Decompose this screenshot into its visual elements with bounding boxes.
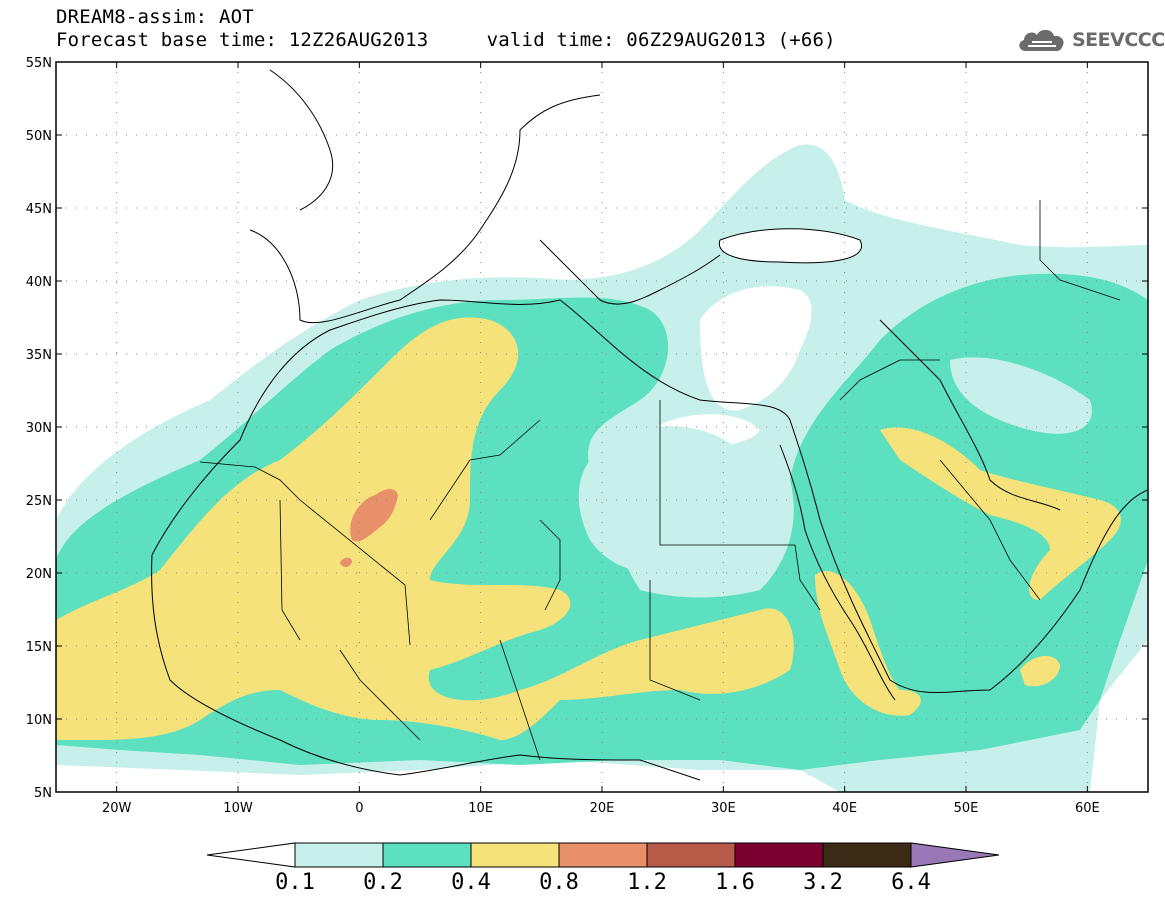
lon-label: 20W (102, 801, 132, 816)
seevccc-logo: SEEVCCC (1016, 24, 1165, 56)
latitude-labels: 55N 50N 45N 40N 35N 30N 25N 20N 15N 10N 5N (26, 56, 1148, 801)
lon-label: 60E (1075, 801, 1100, 816)
aot-band-0.4-arabia (880, 427, 1121, 600)
lat-label: 5N (34, 786, 52, 801)
colorbar-swatch (734, 842, 824, 868)
colorbar-under-triangle (206, 842, 296, 868)
lat-label: 15N (26, 640, 52, 655)
colorbar-swatch (822, 842, 912, 868)
logo-text: SEEVCCC (1072, 29, 1165, 51)
graticule (56, 62, 1148, 792)
lat-label: 10N (26, 713, 52, 728)
lon-label: 50E (954, 801, 979, 816)
lat-label: 55N (26, 56, 52, 71)
clear-area-black-sea (719, 228, 862, 263)
colorbar-swatch (294, 842, 384, 868)
lon-label: 30E (711, 801, 736, 816)
colorbar-level-label: 6.4 (891, 870, 931, 895)
colorbar-level-label: 1.6 (715, 870, 755, 895)
lat-label: 40N (26, 275, 52, 290)
lon-label: 10E (468, 801, 493, 816)
lat-label: 45N (26, 202, 52, 217)
colorbar-swatch (646, 842, 736, 868)
colorbar-swatch (558, 842, 648, 868)
colorbar-level-label: 0.8 (539, 870, 579, 895)
colorbar-level-label: 0.4 (451, 870, 491, 895)
cloud-icon (1019, 29, 1064, 51)
map-title: DREAM8-assim: AOT (56, 6, 254, 28)
colorbar-level-label: 3.2 (803, 870, 843, 895)
aot-hole-iran (950, 357, 1092, 434)
colorbar-swatch (382, 842, 472, 868)
colorbar-level-label: 1.2 (627, 870, 667, 895)
colorbar-labels: 0.1 0.2 0.4 0.8 1.2 1.6 3.2 6.4 (275, 870, 931, 895)
country-borders (199, 200, 1121, 761)
map-subtitle: Forecast base time: 12Z26AUG2013 valid t… (56, 29, 836, 51)
colorbar-swatch (470, 842, 560, 868)
lat-label: 25N (26, 494, 52, 509)
lon-label: 0 (355, 801, 363, 816)
lat-label: 35N (26, 348, 52, 363)
aot-band-0.8-spot (340, 557, 352, 568)
lat-label: 30N (26, 421, 52, 436)
lon-label: 20E (590, 801, 615, 816)
colorbar-over-triangle (910, 842, 1000, 868)
colorbar-level-label: 0.1 (275, 870, 315, 895)
aot-band-0.4 (56, 317, 794, 740)
aot-band-0.4-oman (1020, 655, 1060, 687)
aot-hole-libya (578, 426, 760, 574)
lon-label: 40E (832, 801, 857, 816)
longitude-labels: 20W 10W 0 10E 20E 30E 40E 50E 60E (102, 62, 1100, 816)
lon-label: 10W (223, 801, 253, 816)
colorbar (206, 842, 1000, 868)
colorbar-level-label: 0.2 (363, 870, 403, 895)
coastlines (151, 69, 1148, 781)
lat-label: 50N (26, 129, 52, 144)
aot-band-0.8 (350, 488, 398, 542)
lat-label: 20N (26, 567, 52, 582)
clear-area-med (700, 286, 812, 411)
